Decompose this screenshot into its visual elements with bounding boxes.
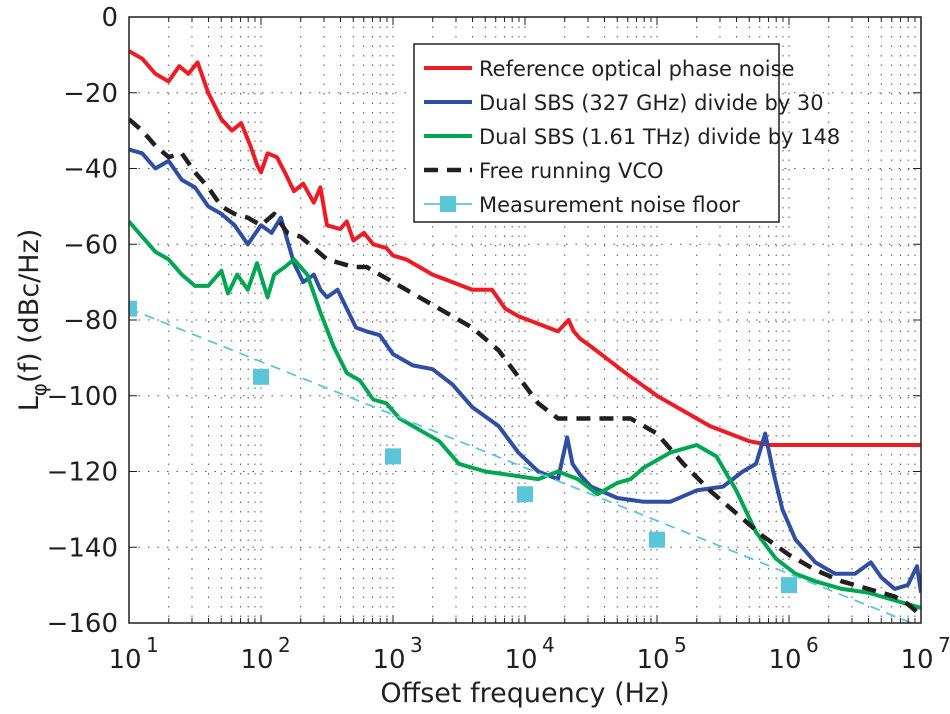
x-tick-label-base: 10 [504, 645, 537, 675]
series-line-1 [129, 49, 921, 447]
legend-label: Dual SBS (1.61 THz) divide by 148 [479, 125, 840, 149]
y-tick-labels: 0 −20 −40 −60 −80 −100 −120 −140 −160 [47, 3, 118, 639]
x-tick-label-base: 10 [108, 645, 141, 675]
x-tick-label: 10 1 [108, 633, 158, 675]
noise-floor-marker [253, 368, 269, 385]
noise-floor-marker [517, 486, 533, 503]
x-tick-label-exponent: 2 [278, 633, 291, 657]
noise-floor-marker [385, 448, 401, 465]
axis-ticks [129, 17, 921, 623]
series-line-3 [129, 220, 921, 610]
x-tick-label: 10 5 [636, 633, 686, 675]
grid-lines [129, 17, 921, 623]
legend-label: Free running VCO [479, 159, 664, 183]
y-tick-label: 0 [101, 3, 118, 33]
x-tick-label: 10 3 [372, 633, 422, 675]
legend-label: Reference optical phase noise [479, 57, 795, 81]
y-tick-label: −160 [47, 609, 118, 639]
legend-swatch-marker [440, 196, 456, 212]
y-axis-title-sub: φ [27, 383, 51, 396]
svg-text:Lφ(f) (dBc/Hz): Lφ(f) (dBc/Hz) [14, 229, 51, 412]
legend-label: Dual SBS (327 GHz) divide by 30 [479, 91, 824, 115]
y-tick-label: −140 [47, 533, 118, 563]
y-tick-label: −80 [63, 306, 118, 336]
x-tick-label-base: 10 [372, 645, 405, 675]
series-line-4 [129, 117, 921, 618]
series-line-2 [129, 147, 921, 593]
x-axis-title: Offset frequency (Hz) [380, 678, 669, 709]
x-tick-label-exponent: 5 [674, 633, 687, 657]
y-tick-label: −40 [63, 155, 118, 185]
y-tick-label: −20 [63, 79, 118, 109]
series-layer [129, 49, 921, 623]
x-tick-label: 10 6 [768, 633, 818, 675]
x-tick-label-exponent: 1 [146, 633, 159, 657]
y-tick-label: −100 [47, 382, 118, 412]
x-tick-label: 10 2 [240, 633, 290, 675]
x-tick-label: 10 7 [900, 633, 950, 675]
legend-label: Measurement noise floor [479, 193, 740, 217]
x-tick-label-exponent: 7 [938, 633, 950, 657]
noise-floor-marker [781, 577, 797, 594]
series-line-5 [129, 307, 914, 623]
legend: Reference optical phase noise Dual SBS (3… [413, 43, 840, 223]
legend-box [413, 43, 780, 223]
y-axis-title-rest: (f) (dBc/Hz) [14, 229, 45, 383]
y-tick-label: −120 [47, 458, 118, 488]
y-axis-title-main: L [14, 396, 45, 411]
x-tick-label-base: 10 [900, 645, 933, 675]
x-tick-label-exponent: 6 [806, 633, 819, 657]
x-tick-label: 10 4 [504, 633, 554, 675]
x-tick-label-base: 10 [768, 645, 801, 675]
y-tick-label: −60 [63, 230, 118, 260]
x-tick-label-base: 10 [636, 645, 669, 675]
x-tick-label-base: 10 [240, 645, 273, 675]
x-tick-label-exponent: 3 [410, 633, 423, 657]
noise-floor-marker [649, 531, 665, 548]
noise-floor-marker [129, 300, 137, 317]
x-tick-label-exponent: 4 [542, 633, 555, 657]
y-axis-title: Lφ(f) (dBc/Hz) [14, 229, 51, 412]
x-tick-labels: 10 1 10 2 10 3 10 4 10 5 10 6 10 7 [108, 633, 950, 675]
